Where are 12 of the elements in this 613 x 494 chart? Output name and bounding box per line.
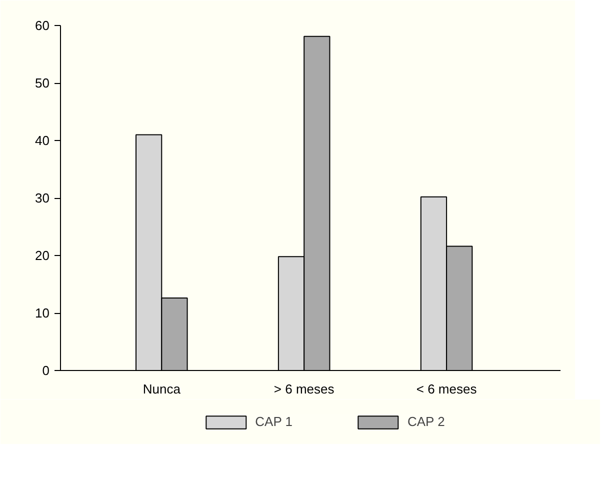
- x-tick-label: Nunca: [142, 382, 182, 396]
- y-tick-label: 10: [35, 306, 50, 320]
- x-tick-label: < 6 meses: [416, 382, 478, 396]
- legend-label: CAP 2: [408, 414, 445, 429]
- y-tick-label: 0: [42, 363, 50, 378]
- legend-label: CAP 1: [255, 414, 292, 429]
- y-tick-label: 20: [35, 248, 50, 263]
- y-tick-label: 60: [35, 18, 50, 33]
- y-tick-label: 50: [35, 76, 50, 90]
- y-tick-label: 40: [35, 133, 50, 148]
- y-tick-label: 30: [35, 190, 50, 206]
- x-tick-label: > 6 meses: [274, 382, 335, 396]
